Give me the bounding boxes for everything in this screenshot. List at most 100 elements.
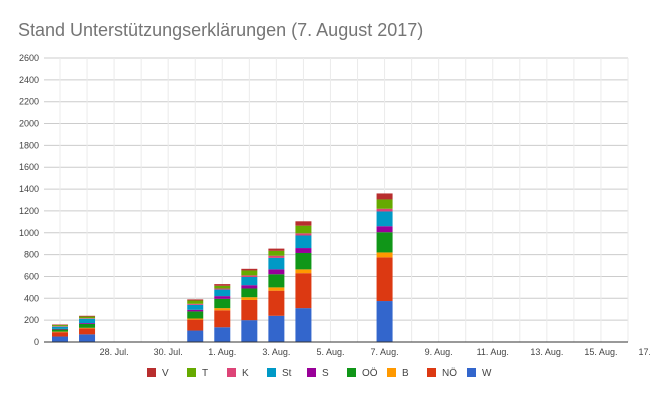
chart-title: Stand Unterstützungserklärungen (7. Augu… bbox=[18, 20, 424, 40]
bar-segment-K-4. Aug.[interactable] bbox=[295, 233, 312, 236]
legend-swatch-V bbox=[147, 368, 156, 377]
bar-segment-K-1. Aug.[interactable] bbox=[214, 288, 231, 290]
bar-segment-OÖ-26. Jul.[interactable] bbox=[52, 329, 68, 332]
bar-segment-OÖ-27. Jul.[interactable] bbox=[79, 323, 96, 328]
bar-segment-W-2. Aug.[interactable] bbox=[241, 320, 258, 342]
bar-segment-K-26. Jul.[interactable] bbox=[52, 326, 68, 327]
bar-segment-St-7. Aug.[interactable] bbox=[376, 211, 393, 227]
bar-segment-St-26. Jul.[interactable] bbox=[52, 326, 68, 329]
legend-label-T: T bbox=[202, 368, 208, 379]
bar-segment-T-31. Jul.[interactable] bbox=[187, 300, 204, 304]
x-tick-label: 30. Jul. bbox=[154, 347, 183, 357]
legend-swatch-B bbox=[387, 368, 396, 377]
bar-segment-OÖ-1. Aug.[interactable] bbox=[214, 298, 231, 309]
bar-segment-OÖ-3. Aug.[interactable] bbox=[268, 274, 285, 288]
legend-swatch-T bbox=[187, 368, 196, 377]
bar-segment-S-2. Aug.[interactable] bbox=[241, 285, 258, 289]
bar-segment-W-1. Aug.[interactable] bbox=[214, 327, 231, 342]
bar-segment-V-7. Aug.[interactable] bbox=[376, 193, 393, 200]
bar-segment-OÖ-4. Aug.[interactable] bbox=[295, 252, 312, 270]
y-tick-label: 1200 bbox=[19, 206, 39, 216]
bar-segment-V-3. Aug.[interactable] bbox=[268, 248, 285, 251]
x-tick-label: 11. Aug. bbox=[477, 347, 509, 357]
x-tick-label: 9. Aug. bbox=[425, 347, 453, 357]
bar-segment-OÖ-31. Jul.[interactable] bbox=[187, 311, 204, 319]
bar-segment-K-7. Aug.[interactable] bbox=[376, 208, 393, 212]
bar-segment-T-7. Aug.[interactable] bbox=[376, 199, 393, 209]
bar-segment-OÖ-2. Aug.[interactable] bbox=[241, 288, 258, 298]
bar-segment-W-3. Aug.[interactable] bbox=[268, 315, 285, 342]
bar-segment-S-26. Jul.[interactable] bbox=[52, 328, 68, 330]
bar-segment-T-2. Aug.[interactable] bbox=[241, 270, 258, 276]
bar-segment-V-4. Aug.[interactable] bbox=[295, 221, 312, 226]
bar-segment-NÖ-3. Aug.[interactable] bbox=[268, 290, 285, 316]
bar-segment-T-4. Aug.[interactable] bbox=[295, 225, 312, 234]
legend-label-OÖ: OÖ bbox=[362, 367, 378, 379]
bar-segment-K-27. Jul.[interactable] bbox=[79, 318, 96, 319]
legend-swatch-OÖ bbox=[347, 368, 356, 377]
bars bbox=[52, 193, 393, 342]
bar-segment-T-1. Aug.[interactable] bbox=[214, 285, 231, 289]
bar-segment-OÖ-7. Aug.[interactable] bbox=[376, 232, 393, 253]
legend-label-B: B bbox=[402, 368, 409, 379]
bar-segment-W-4. Aug.[interactable] bbox=[295, 308, 312, 342]
bar-segment-S-27. Jul.[interactable] bbox=[79, 323, 96, 324]
legend-swatch-W bbox=[467, 368, 476, 377]
bar-segment-St-27. Jul.[interactable] bbox=[79, 318, 96, 324]
bar-segment-St-1. Aug.[interactable] bbox=[214, 289, 231, 297]
bar-segment-W-26. Jul.[interactable] bbox=[52, 336, 68, 342]
bar-segment-B-26. Jul.[interactable] bbox=[52, 331, 68, 333]
bar-segment-NÖ-27. Jul.[interactable] bbox=[79, 328, 96, 335]
bar-segment-W-27. Jul.[interactable] bbox=[79, 334, 96, 342]
bar-segment-St-4. Aug.[interactable] bbox=[295, 235, 312, 249]
bar-segment-S-4. Aug.[interactable] bbox=[295, 248, 312, 253]
bar-segment-V-26. Jul.[interactable] bbox=[52, 324, 68, 326]
y-tick-label: 1000 bbox=[19, 228, 39, 238]
bar-segment-S-7. Aug.[interactable] bbox=[376, 226, 393, 233]
bar-segment-NÖ-26. Jul.[interactable] bbox=[52, 332, 68, 337]
bar-segment-B-2. Aug.[interactable] bbox=[241, 297, 258, 300]
bar-segment-K-31. Jul.[interactable] bbox=[187, 303, 204, 305]
bar-segment-St-31. Jul.[interactable] bbox=[187, 304, 204, 310]
bar-segment-B-27. Jul.[interactable] bbox=[79, 327, 96, 329]
legend-label-K: K bbox=[242, 368, 249, 379]
bar-segment-NÖ-2. Aug.[interactable] bbox=[241, 299, 258, 321]
bar-segment-NÖ-4. Aug.[interactable] bbox=[295, 273, 312, 309]
legend-label-St: St bbox=[282, 368, 292, 379]
bar-segment-NÖ-1. Aug.[interactable] bbox=[214, 310, 231, 328]
bar-segment-V-27. Jul.[interactable] bbox=[79, 315, 96, 317]
bar-segment-V-2. Aug.[interactable] bbox=[241, 268, 258, 271]
bar-segment-T-3. Aug.[interactable] bbox=[268, 250, 285, 256]
bar-segment-K-3. Aug.[interactable] bbox=[268, 255, 285, 258]
x-tick-label: 1. Aug. bbox=[208, 347, 236, 357]
bar-segment-V-1. Aug.[interactable] bbox=[214, 284, 231, 286]
y-tick-label: 2000 bbox=[19, 119, 39, 129]
x-tick-label: 3. Aug. bbox=[262, 347, 290, 357]
bar-segment-S-31. Jul.[interactable] bbox=[187, 309, 204, 312]
bar-segment-T-27. Jul.[interactable] bbox=[79, 316, 96, 319]
legend-swatch-St bbox=[267, 368, 276, 377]
bar-segment-S-1. Aug.[interactable] bbox=[214, 296, 231, 299]
bar-segment-W-31. Jul.[interactable] bbox=[187, 330, 204, 342]
y-tick-label: 1400 bbox=[19, 184, 39, 194]
bar-segment-B-31. Jul.[interactable] bbox=[187, 318, 204, 320]
bar-segment-St-3. Aug.[interactable] bbox=[268, 257, 285, 270]
x-tick-label: 5. Aug. bbox=[316, 347, 344, 357]
axes: 0 200 400 600 800 1000 1200 1400 1600 1800 2000 220… bbox=[19, 53, 650, 357]
bar-segment-K-2. Aug.[interactable] bbox=[241, 275, 258, 278]
bar-segment-B-4. Aug.[interactable] bbox=[295, 269, 312, 274]
legend-swatch-K bbox=[227, 368, 236, 377]
bar-segment-NÖ-7. Aug.[interactable] bbox=[376, 257, 393, 302]
y-tick-label: 800 bbox=[24, 250, 39, 260]
bar-segment-St-2. Aug.[interactable] bbox=[241, 277, 258, 286]
bar-segment-B-3. Aug.[interactable] bbox=[268, 287, 285, 291]
grid bbox=[44, 57, 629, 343]
bar-segment-W-7. Aug.[interactable] bbox=[376, 301, 393, 342]
bar-segment-NÖ-31. Jul.[interactable] bbox=[187, 319, 204, 331]
bar-segment-V-31. Jul.[interactable] bbox=[187, 299, 204, 301]
bar-segment-T-26. Jul.[interactable] bbox=[52, 325, 68, 327]
bar-segment-S-3. Aug.[interactable] bbox=[268, 269, 285, 275]
bar-segment-B-7. Aug.[interactable] bbox=[376, 252, 393, 258]
bar-segment-B-1. Aug.[interactable] bbox=[214, 308, 231, 311]
x-tick-label: 7. Aug. bbox=[371, 347, 399, 357]
